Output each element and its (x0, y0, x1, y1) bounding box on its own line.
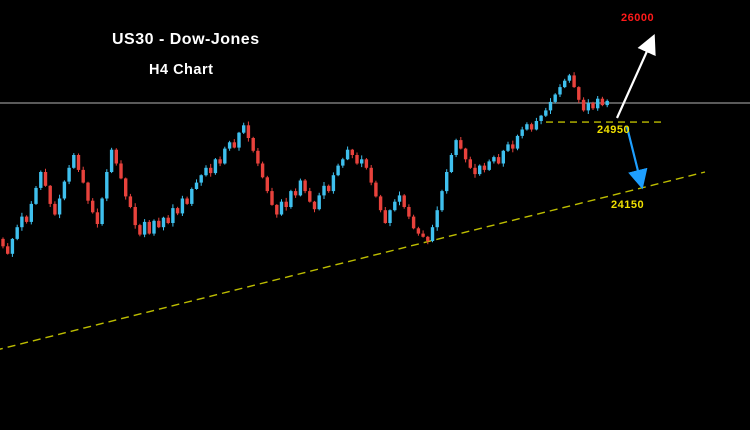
target-up-price-label: 26000 (621, 12, 655, 24)
resistance-price-label: 24950 (597, 124, 631, 136)
chart-title: US30 - Dow-Jones (112, 31, 260, 48)
chart-subtitle: H4 Chart (149, 62, 214, 78)
trendline (0, 171, 706, 350)
target-down-price-label: 24150 (611, 199, 645, 211)
rejection-down-arrow (625, 126, 648, 190)
breakout-up-arrow (615, 33, 656, 119)
